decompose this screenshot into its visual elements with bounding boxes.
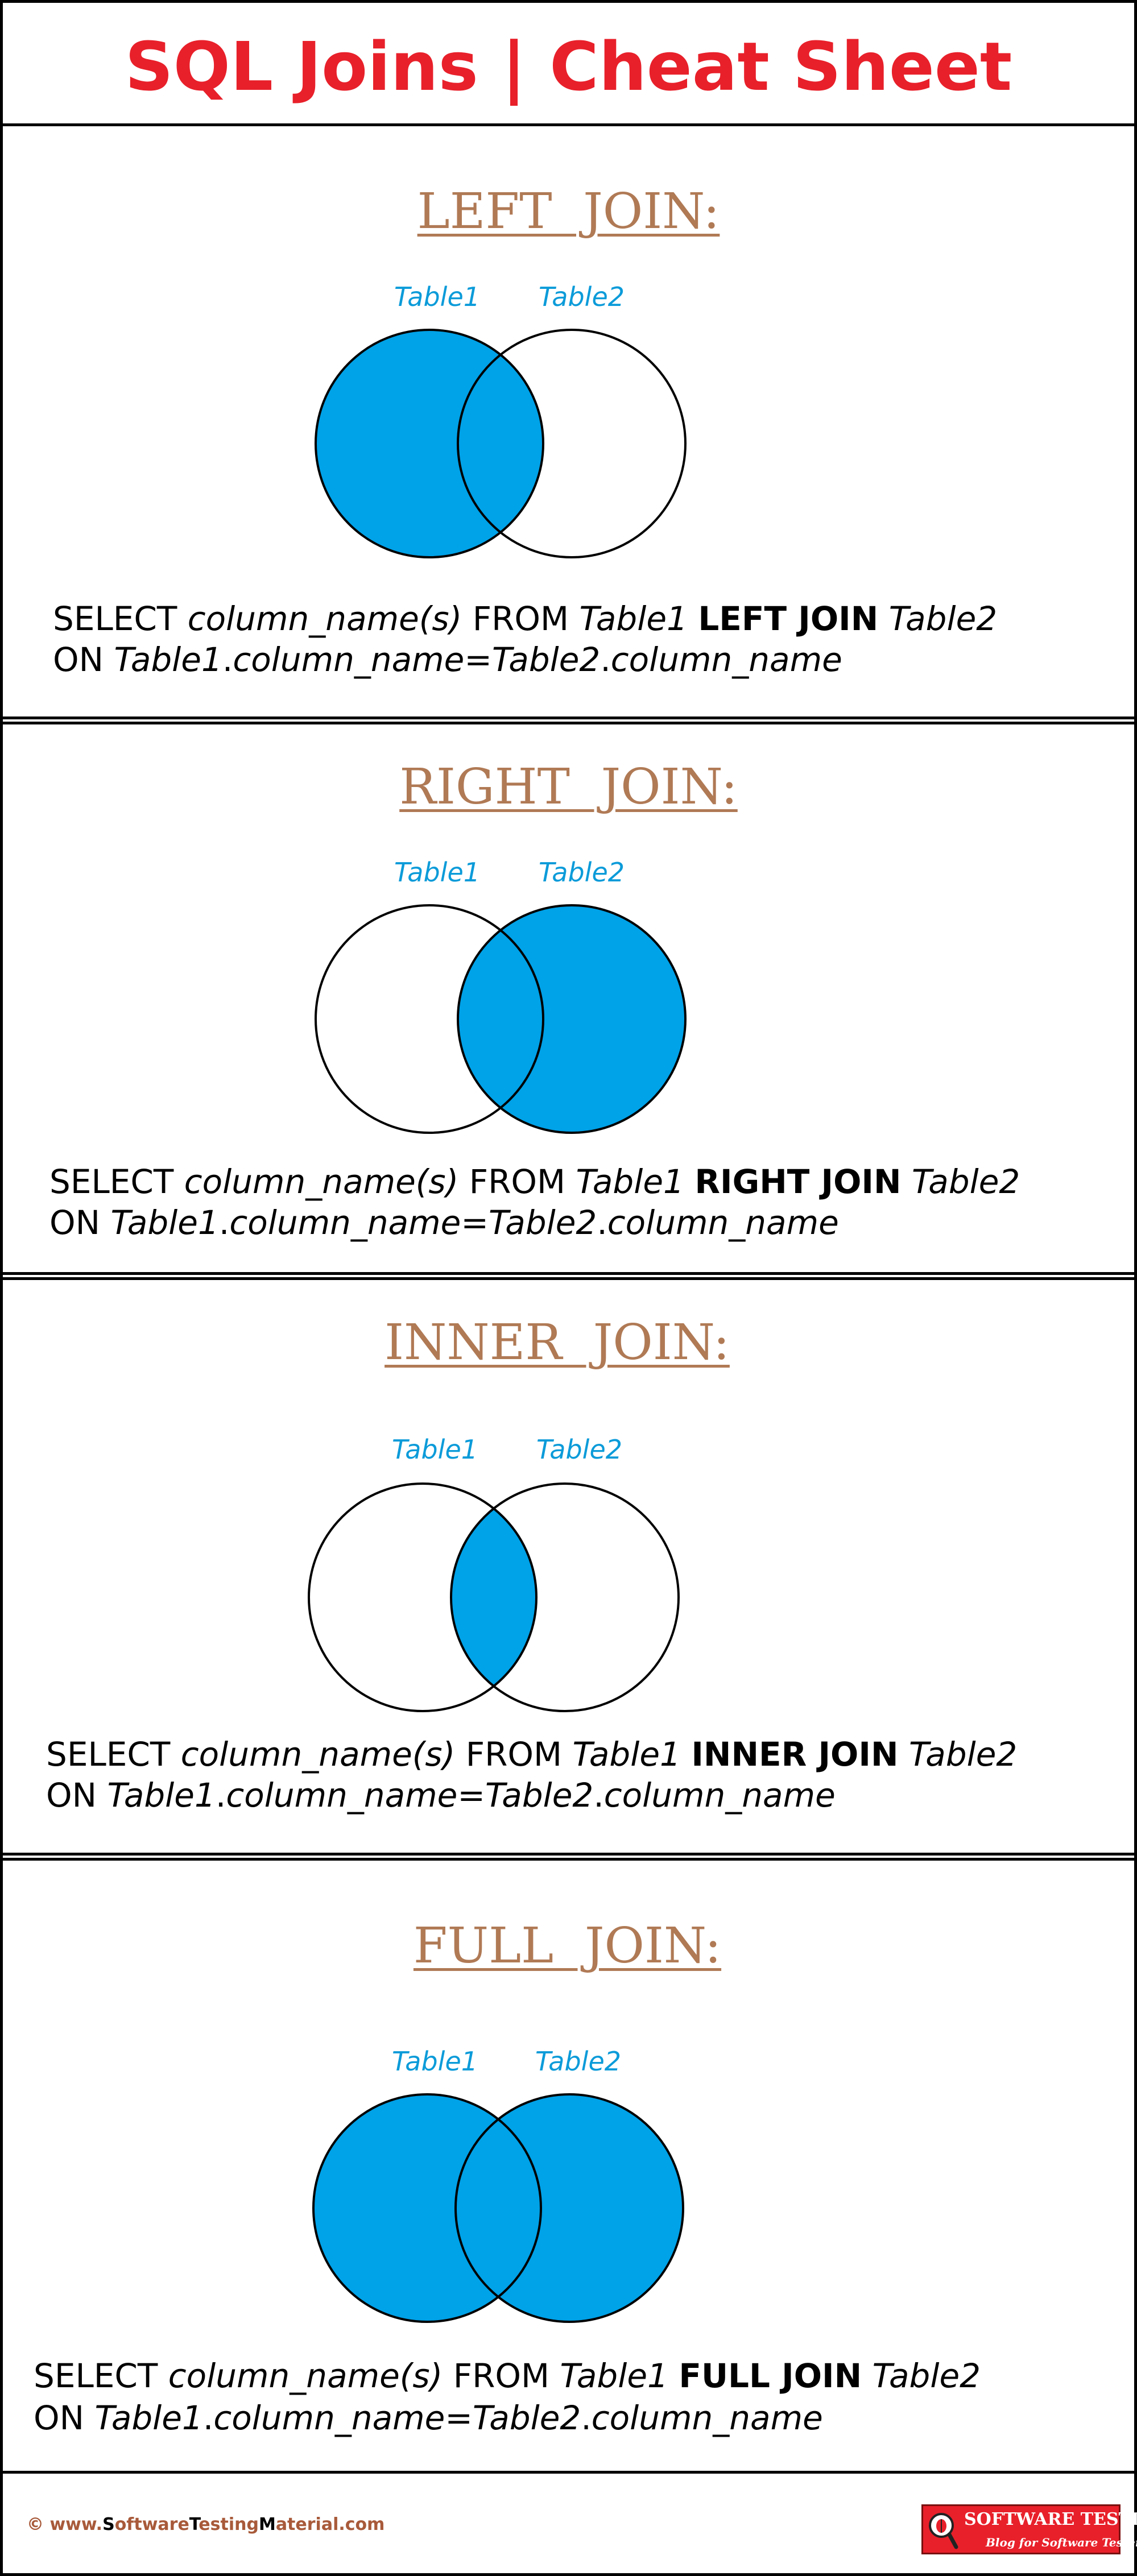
site-logo: SOFTWARE TESTING MATERIAL Blog for Softw… bbox=[921, 2504, 1137, 2554]
sql-line-2: ON Table1.column_name=Table2.column_name bbox=[53, 640, 842, 679]
table2-circle bbox=[454, 2093, 684, 2323]
join-heading: LEFT JOIN: bbox=[417, 183, 720, 240]
table2-circle bbox=[457, 329, 687, 558]
join-heading: RIGHT JOIN: bbox=[399, 759, 738, 815]
table2-circle bbox=[457, 904, 687, 1134]
page-title: SQL Joins | Cheat Sheet bbox=[125, 27, 1012, 106]
table2-circle bbox=[450, 1482, 680, 1712]
table2-label: Table2 bbox=[539, 857, 625, 888]
magnifier-bug-icon bbox=[929, 2513, 958, 2549]
table2-label: Table2 bbox=[539, 281, 625, 312]
sql-line-1: SELECT column_name(s) FROM Table1 INNER … bbox=[46, 1735, 1018, 1774]
intersection-fill bbox=[451, 1508, 536, 1687]
table2-label: Table2 bbox=[536, 1434, 623, 1465]
venn-diagram bbox=[312, 2093, 684, 2323]
left-circle-fill bbox=[316, 330, 543, 557]
sql-line-2: ON Table1.column_name=Table2.column_name bbox=[49, 1203, 839, 1242]
section-full-join: FULL JOIN: Table1 Table2 SELECT column_n… bbox=[3, 1861, 1134, 2469]
join-heading: FULL JOIN: bbox=[413, 1917, 722, 1974]
venn-diagram bbox=[315, 904, 687, 1134]
section-divider bbox=[3, 1853, 1134, 1861]
sql-line-2: ON Table1.column_name=Table2.column_name bbox=[46, 1776, 836, 1815]
footer: © www.SoftwareTestingMaterial.com SOFTWA… bbox=[3, 2471, 1137, 2576]
table1-label: Table1 bbox=[392, 2046, 478, 2077]
section-divider bbox=[3, 1272, 1134, 1280]
join-keyword: INNER JOIN bbox=[691, 1735, 899, 1774]
join-heading: INNER JOIN: bbox=[384, 1314, 730, 1371]
sql-line-2: ON Table1.column_name=Table2.column_name bbox=[34, 2399, 823, 2437]
table1-circle bbox=[308, 1482, 538, 1712]
table2-label: Table2 bbox=[535, 2046, 622, 2077]
table1-circle bbox=[312, 2093, 542, 2323]
table1-circle bbox=[315, 329, 544, 558]
right-circle-fill bbox=[458, 905, 685, 1133]
join-keyword: LEFT JOIN bbox=[698, 599, 879, 638]
venn-diagram bbox=[315, 329, 687, 558]
section-divider bbox=[3, 717, 1134, 724]
footer-website-link[interactable]: © www.SoftwareTestingMaterial.com bbox=[27, 2515, 385, 2534]
sql-line-1: SELECT column_name(s) FROM Table1 RIGHT … bbox=[49, 1162, 1020, 1201]
table1-circle bbox=[315, 904, 544, 1134]
section-right-join: RIGHT JOIN: Table1 Table2 SELECT column_… bbox=[3, 724, 1134, 1273]
table1-label: Table1 bbox=[394, 281, 481, 312]
section-left-join: LEFT JOIN: Table1 Table2 SELECT column_n… bbox=[3, 126, 1134, 720]
logo-tagline: Blog for Software Testers bbox=[986, 2536, 1137, 2549]
join-keyword: RIGHT JOIN bbox=[694, 1162, 902, 1201]
right-circle-fill bbox=[456, 2094, 683, 2322]
table1-label: Table1 bbox=[394, 857, 481, 888]
table1-label: Table1 bbox=[392, 1434, 478, 1465]
header: SQL Joins | Cheat Sheet bbox=[3, 3, 1134, 126]
sql-line-1: SELECT column_name(s) FROM Table1 FULL J… bbox=[34, 2356, 981, 2395]
venn-diagram bbox=[308, 1482, 680, 1712]
logo-text: SOFTWARE TESTING MATERIAL bbox=[964, 2509, 1137, 2529]
section-inner-join: INNER JOIN: Table1 Table2 SELECT column_… bbox=[3, 1280, 1134, 1854]
join-keyword: FULL JOIN bbox=[679, 2356, 862, 2395]
sql-line-1: SELECT column_name(s) FROM Table1 LEFT J… bbox=[53, 599, 998, 638]
